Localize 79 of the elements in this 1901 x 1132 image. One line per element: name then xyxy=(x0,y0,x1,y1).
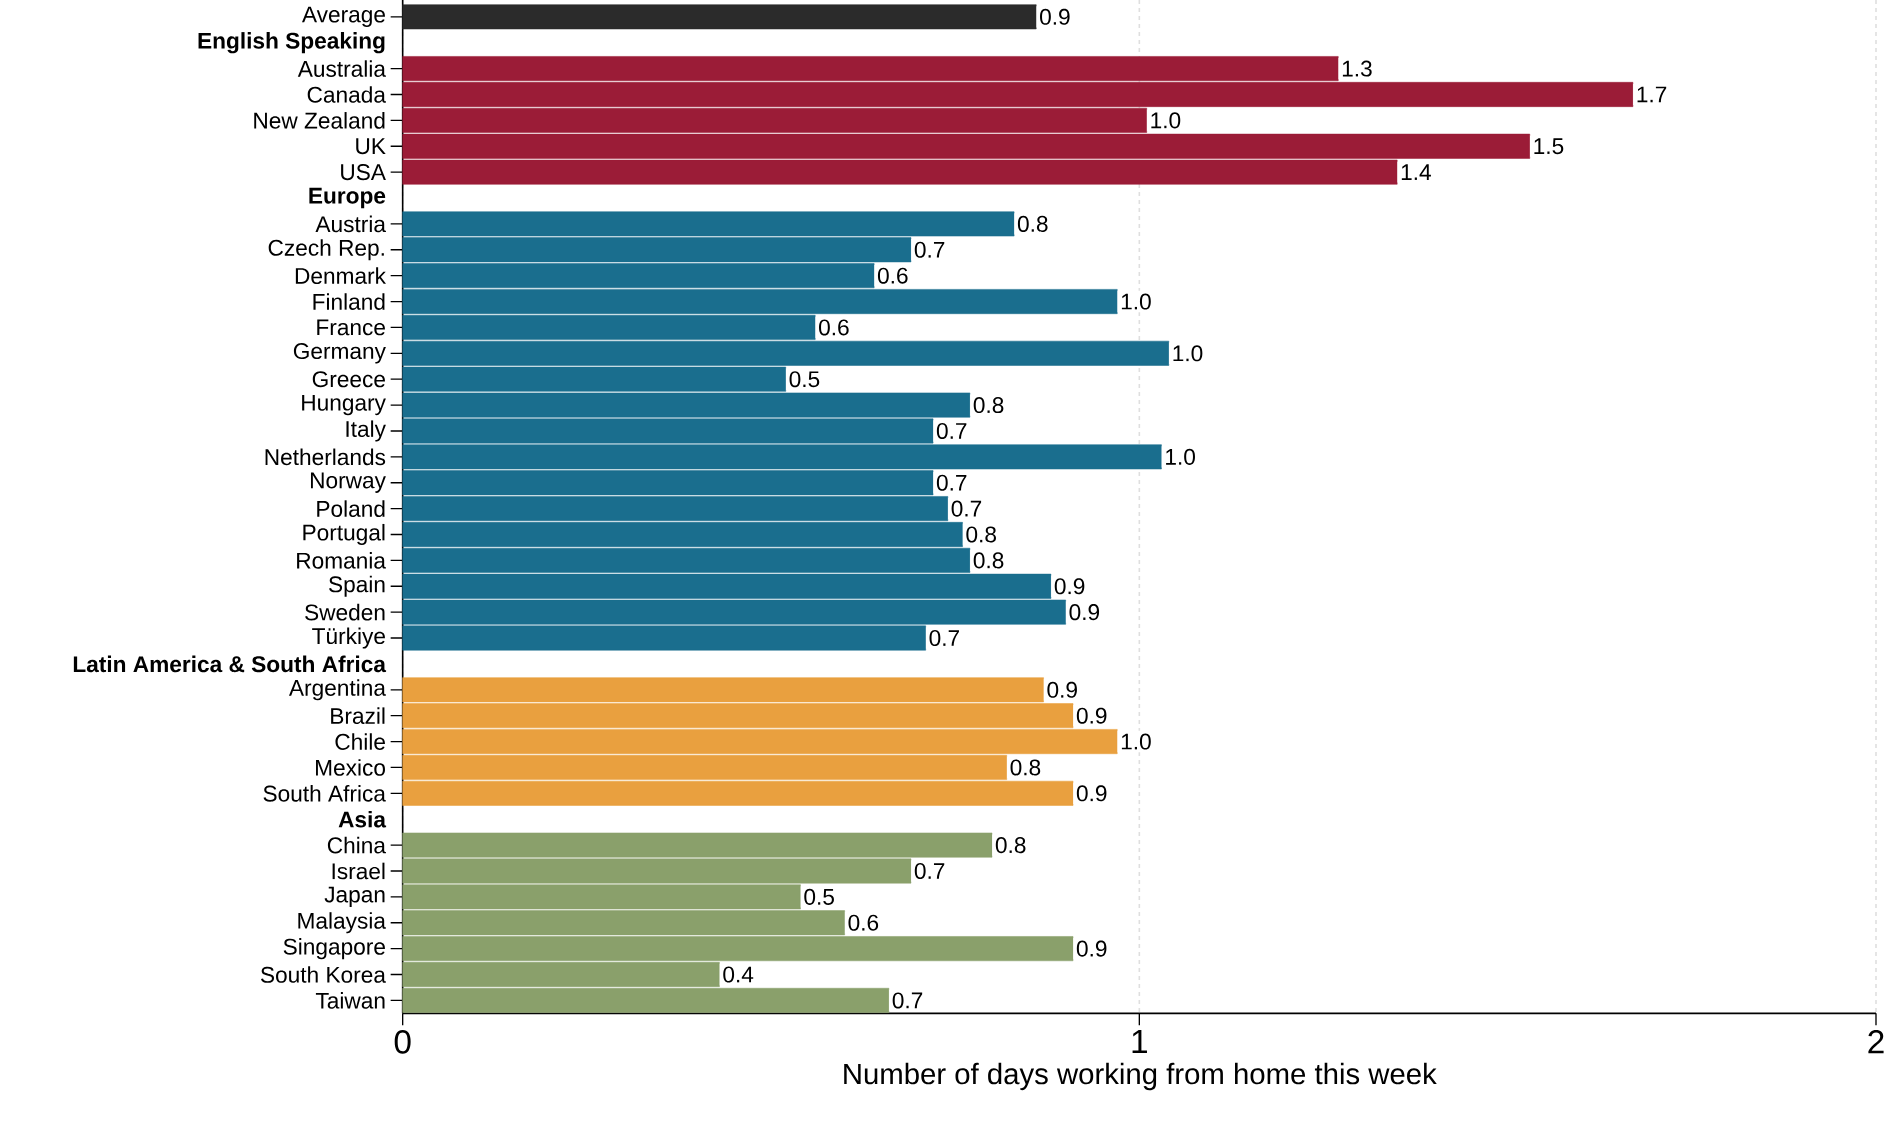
data-label: 0.8 xyxy=(966,526,996,543)
y-tick-label: South Korea xyxy=(260,966,386,983)
y-tick-label: Brazil xyxy=(331,707,385,725)
data-label: 0.8 xyxy=(995,837,1026,854)
y-tick-label: Israel xyxy=(332,862,385,880)
y-tick-label: China xyxy=(327,836,386,854)
x-tick-label: 0 xyxy=(394,1030,411,1054)
y-tick-label: English Speaking xyxy=(198,32,385,54)
y-tick-label: USA xyxy=(341,164,386,181)
data-label: 0.4 xyxy=(723,966,754,983)
data-label: 0.7 xyxy=(914,862,945,880)
data-label: 1.3 xyxy=(1342,60,1372,77)
data-label: 1.5 xyxy=(1534,138,1564,155)
x-tick-label: 2 xyxy=(1868,1030,1884,1054)
data-label: 0.6 xyxy=(877,267,908,284)
data-label: 0.6 xyxy=(819,319,849,336)
y-tick-label: Sweden xyxy=(305,603,385,621)
data-label: 0.9 xyxy=(1076,940,1107,957)
y-tick-label: Türkiye xyxy=(312,627,385,649)
data-label: 0.9 xyxy=(1076,785,1107,802)
data-label: 1.4 xyxy=(1401,164,1431,180)
data-label: 0.9 xyxy=(1069,604,1100,621)
y-tick-label: Canada xyxy=(307,86,386,103)
data-label: 0.7 xyxy=(892,992,923,1009)
data-label: 0.9 xyxy=(1076,707,1107,724)
data-label: 0.8 xyxy=(1017,215,1048,232)
data-label: 0.5 xyxy=(789,371,820,388)
y-tick-label: Portugal xyxy=(303,523,385,546)
y-tick-label: Germany xyxy=(293,343,386,364)
data-label: 0.8 xyxy=(973,397,1004,414)
y-tick-label: Mexico xyxy=(316,759,385,776)
data-label: 1.7 xyxy=(1637,86,1667,103)
data-label: 0.9 xyxy=(1040,8,1070,25)
y-tick-label: Poland xyxy=(317,500,385,517)
y-tick-label: New Zealand xyxy=(254,112,385,129)
data-label: 0.5 xyxy=(804,888,834,905)
y-tick-label: Singapore xyxy=(283,938,385,960)
data-label: 1.0 xyxy=(1173,345,1203,362)
data-label: 0.6 xyxy=(848,914,879,931)
y-tick-label: Taiwan xyxy=(315,992,385,1009)
data-label: 0.9 xyxy=(1054,578,1085,595)
data-label: 1.0 xyxy=(1166,448,1195,465)
y-tick-label: Japan xyxy=(324,886,385,908)
x-tick-label: 1 xyxy=(1132,1030,1147,1053)
data-label: 0.7 xyxy=(914,241,945,258)
y-tick-label: Austria xyxy=(315,215,386,233)
y-tick-label: Malaysia xyxy=(298,912,386,934)
y-tick-label: Norway xyxy=(310,472,386,493)
y-tick-label: Greece xyxy=(312,371,385,388)
y-tick-label: UK xyxy=(356,138,386,155)
y-tick-label: Hungary xyxy=(302,394,386,416)
data-label: 0.7 xyxy=(936,474,967,491)
y-tick-label: Spain xyxy=(329,575,385,597)
y-tick-label: Finland xyxy=(313,293,385,310)
y-tick-label: Netherlands xyxy=(265,448,386,466)
data-label: 1.0 xyxy=(1121,733,1151,750)
x-axis-title: Number of days working from home this week xyxy=(844,1062,1437,1091)
y-tick-label: Europe xyxy=(309,187,386,209)
y-tick-label: France xyxy=(317,319,385,336)
y-tick-label: Asia xyxy=(338,810,387,828)
y-tick-label: Denmark xyxy=(295,267,386,284)
bar xyxy=(402,4,1037,30)
y-tick-label: Argentina xyxy=(288,679,386,701)
y-tick-label: Romania xyxy=(297,552,386,569)
y-tick-label: Czech Rep. xyxy=(268,239,384,261)
y-tick-label: Average xyxy=(301,6,385,27)
data-label: 0.7 xyxy=(951,500,982,517)
data-label: 0.8 xyxy=(973,552,1004,569)
y-tick-label: Australia xyxy=(297,60,386,77)
data-label: 0.8 xyxy=(1010,759,1041,776)
y-tick-label: Italy xyxy=(346,420,386,442)
y-tick-label: Chile xyxy=(335,733,385,750)
y-tick-label: Latin America & South Africa xyxy=(73,655,387,673)
data-label: 0.7 xyxy=(936,422,967,439)
data-label: 1.0 xyxy=(1121,293,1151,310)
data-label: 0.7 xyxy=(929,630,959,647)
data-label: 1.0 xyxy=(1151,112,1181,129)
y-tick-label: South Africa xyxy=(263,785,386,802)
data-label: 0.9 xyxy=(1047,681,1077,698)
